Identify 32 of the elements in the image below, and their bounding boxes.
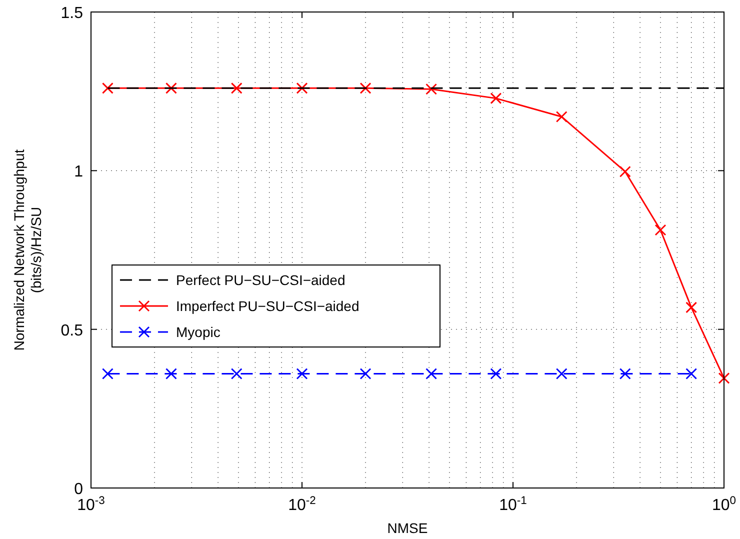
point <box>556 110 568 122</box>
x-axis-title: NMSE <box>387 520 428 536</box>
legend-label: Myopic <box>176 324 220 340</box>
legend-label: Imperfect PU−SU−CSI−aided <box>176 298 360 314</box>
y-tick-label: 1 <box>74 164 84 181</box>
point <box>490 368 502 380</box>
point <box>686 368 698 380</box>
x-tick-label: 10$^{-2}$ <box>288 495 316 514</box>
point <box>426 368 438 380</box>
x-tick-label: 10$^{0}$ <box>712 495 736 514</box>
y-tick-label: 1.5 <box>60 5 84 22</box>
point <box>490 92 502 104</box>
y-tick-label: 0.5 <box>60 322 84 340</box>
point <box>619 368 631 380</box>
x-tick-label: 10$^{-1}$ <box>499 495 527 514</box>
point <box>360 368 372 380</box>
point <box>230 368 242 380</box>
x-tick-label: 10$^{-3}$ <box>77 495 105 514</box>
point <box>296 82 308 94</box>
point <box>296 368 308 380</box>
y-axis-title: Normalized Network Throughput (bits/s)/Hz/SU <box>11 149 44 351</box>
y-tick-label: 0 <box>74 481 84 498</box>
point <box>230 82 242 94</box>
point <box>360 82 372 94</box>
point <box>426 83 438 95</box>
point <box>165 82 177 94</box>
point <box>102 368 114 380</box>
point <box>619 166 631 178</box>
point <box>556 368 568 380</box>
point <box>165 368 177 380</box>
point <box>102 82 114 94</box>
legend-label: Perfect PU−SU−CSI−aided <box>176 272 346 288</box>
